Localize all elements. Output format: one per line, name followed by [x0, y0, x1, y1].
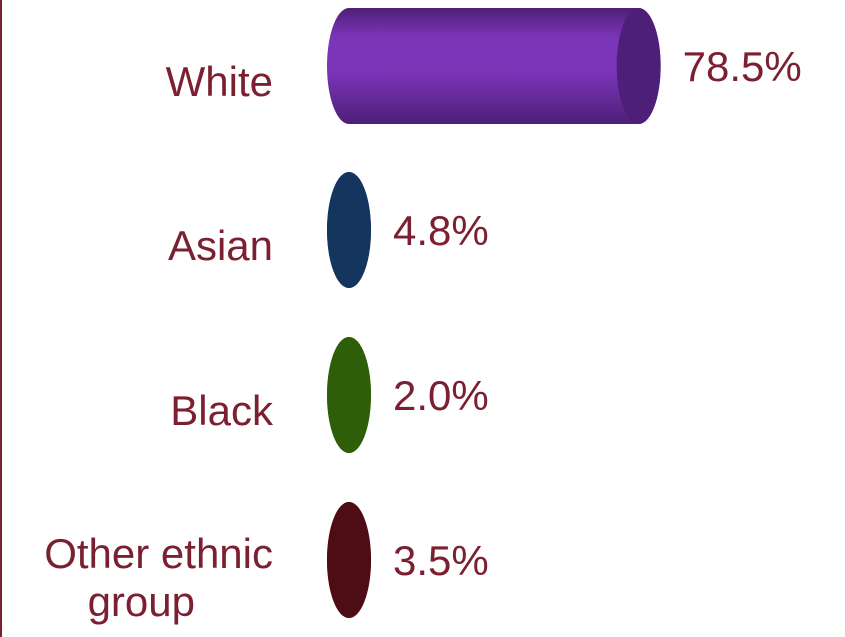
- bar-body-1: [327, 8, 661, 124]
- bar-2: [327, 172, 371, 288]
- category-label-line: Other ethnic: [44, 530, 273, 577]
- value-label-4: 3.5%: [393, 537, 489, 584]
- category-label-line: group: [88, 578, 195, 625]
- bar-end-cap-2: [327, 172, 371, 288]
- bar-3: [327, 337, 371, 453]
- value-label-1: 78.5%: [683, 43, 802, 90]
- left-border-line: [0, 0, 2, 637]
- category-label-4: Other ethnic group: [44, 530, 273, 625]
- category-label-line: White: [166, 58, 273, 105]
- category-label-2: Asian: [168, 222, 273, 269]
- category-label-line: Asian: [168, 222, 273, 269]
- bar-1: [327, 8, 661, 124]
- bar-end-cap-1: [616, 8, 661, 124]
- value-label-2: 4.8%: [393, 207, 489, 254]
- category-label-3: Black: [170, 387, 274, 434]
- bars-group: [327, 8, 661, 618]
- bar-end-cap-4: [327, 502, 371, 618]
- labels-group: 78.5% White 4.8% Asian 2.0% Black 3.5% Other et…: [44, 43, 802, 625]
- bar-4: [327, 502, 371, 618]
- value-label-3: 2.0%: [393, 372, 489, 419]
- category-label-1: White: [166, 58, 273, 105]
- category-label-line: Black: [170, 387, 274, 434]
- bar-end-cap-3: [327, 337, 371, 453]
